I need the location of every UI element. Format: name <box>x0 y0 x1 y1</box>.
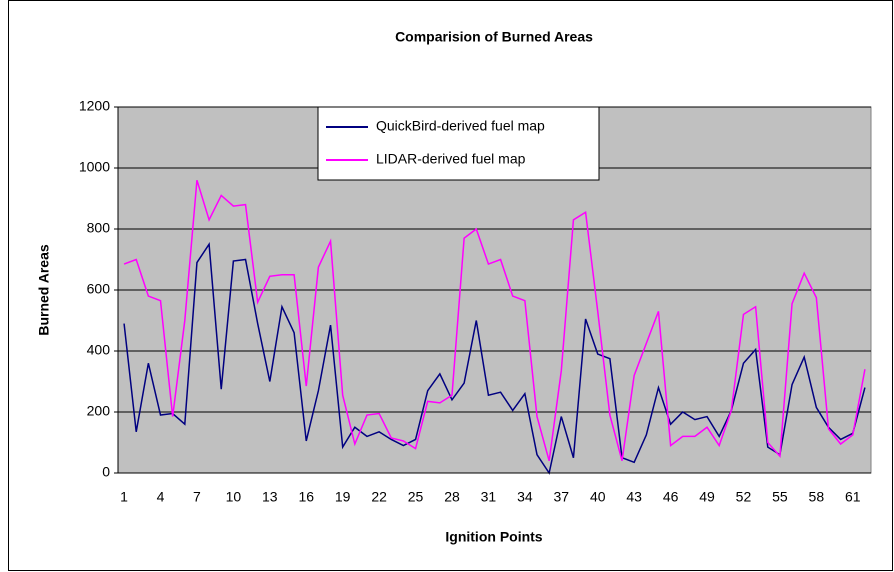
series-line <box>123 179 866 461</box>
x-tick-label: 58 <box>809 489 825 505</box>
x-tick-label: 61 <box>845 489 861 505</box>
x-tick-label: 46 <box>663 489 679 505</box>
legend-label: LIDAR-derived fuel map <box>376 151 526 167</box>
y-tick-label: 600 <box>87 281 111 297</box>
x-tick-label: 43 <box>626 489 642 505</box>
x-tick-label: 37 <box>554 489 570 505</box>
y-tick-label: 400 <box>87 342 111 358</box>
x-axis-label: Ignition Points <box>445 529 542 545</box>
x-tick-label: 28 <box>444 489 460 505</box>
x-tick-label: 25 <box>408 489 424 505</box>
x-tick-label: 19 <box>335 489 351 505</box>
y-axis-label: Burned Areas <box>36 244 52 336</box>
legend <box>317 106 600 181</box>
x-tick-label: 49 <box>699 489 715 505</box>
x-tick-label: 52 <box>736 489 752 505</box>
legend-label: QuickBird-derived fuel map <box>376 118 545 134</box>
grid <box>118 106 871 474</box>
y-tick-label: 200 <box>87 403 111 419</box>
x-tick-label: 1 <box>120 489 128 505</box>
y-tick-label: 0 <box>102 464 110 480</box>
x-tick-label: 4 <box>157 489 165 505</box>
chart-title: Comparision of Burned Areas <box>395 29 593 45</box>
x-tick-label: 55 <box>772 489 788 505</box>
lines <box>123 179 866 475</box>
y-tick-label: 1200 <box>79 98 110 114</box>
y-tick-label: 1000 <box>79 159 110 175</box>
x-tick-label: 34 <box>517 489 533 505</box>
series-line <box>123 242 866 475</box>
x-tick-label: 16 <box>298 489 314 505</box>
x-tick-label: 40 <box>590 489 606 505</box>
x-tick-label: 13 <box>262 489 278 505</box>
x-tick-label: 7 <box>193 489 201 505</box>
x-tick-label: 22 <box>371 489 387 505</box>
x-tick-label: 31 <box>481 489 497 505</box>
x-tick-label: 10 <box>226 489 242 505</box>
y-tick-label: 800 <box>87 220 111 236</box>
